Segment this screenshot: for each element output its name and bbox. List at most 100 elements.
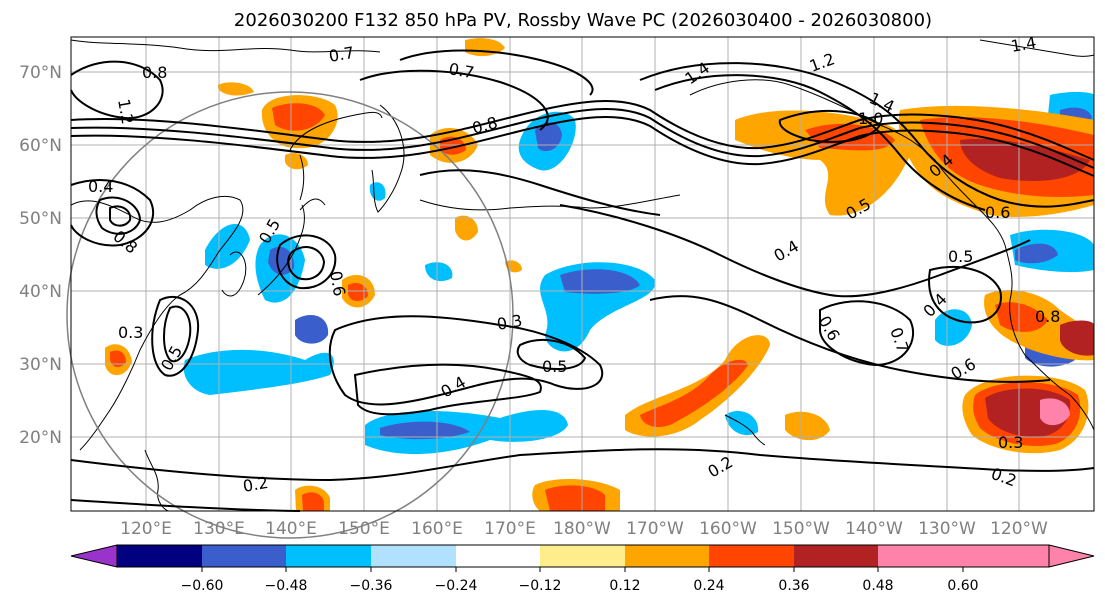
pv-contour — [151, 295, 200, 377]
contour-label: 0.8 — [1035, 307, 1060, 326]
pv-contour — [70, 99, 1095, 161]
colorbar-tick-label: −0.48 — [265, 578, 308, 594]
radius-circle — [66, 91, 514, 539]
colorbar-frame — [116, 544, 1050, 568]
positive-anomaly-region — [505, 260, 522, 273]
pv-contour — [819, 300, 915, 367]
pv-contour — [359, 69, 549, 131]
lon-label: 120°W — [990, 519, 1048, 539]
pv-contour — [70, 499, 301, 512]
contour-label: 0.3 — [118, 323, 143, 342]
positive-anomaly-region — [545, 485, 605, 511]
colorbar-extend-low — [70, 544, 118, 568]
pv-contour — [778, 110, 882, 143]
colorbar-tick-label: −0.60 — [181, 578, 224, 594]
shaded-anomalies — [183, 91, 1094, 455]
negative-anomaly-region — [380, 421, 470, 440]
pv-contour — [928, 266, 1002, 324]
coastline-kamchatka — [371, 104, 405, 213]
lon-label: 170°E — [484, 519, 536, 539]
positive-anomaly-region — [785, 411, 830, 441]
positive-anomaly-region — [995, 302, 1048, 332]
longitude-axis: 120°E 130°E 140°E 150°E 160°E 170°E 180°… — [120, 519, 1048, 539]
colorbar-tick-label: −0.36 — [350, 578, 393, 594]
contour-label: 0.6 — [985, 203, 1010, 222]
positive-anomaly-region — [805, 123, 895, 151]
contour-label: 1.4 — [1009, 33, 1037, 56]
colorbar-tick-label: 0.60 — [947, 578, 978, 594]
pv-contour — [399, 49, 594, 96]
coastline-arctic — [70, 39, 1095, 57]
contour-label: 0.5 — [948, 247, 973, 266]
positive-anomaly-region — [1060, 320, 1094, 356]
lon-label: 170°W — [626, 519, 684, 539]
pv-contour — [287, 246, 326, 281]
pv-contour — [70, 179, 155, 247]
colorbar-tick-label: −0.12 — [519, 578, 562, 594]
contour-label: 0.6 — [326, 269, 349, 297]
lon-label: 150°E — [338, 519, 390, 539]
contour-label: 0.8 — [142, 63, 167, 82]
lon-label: 160°E — [411, 519, 463, 539]
map-panel: 1.2 0.8 0.7 0.7 1.4 1.2 1.4 1.0 1.4 0.8 … — [66, 33, 1095, 539]
pv-contour — [419, 169, 661, 216]
lon-label: 180°W — [553, 519, 611, 539]
pv-contour — [276, 234, 337, 290]
pv-contour — [639, 62, 1095, 208]
negative-anomaly-region — [183, 349, 334, 395]
colorbar-extend-high — [963, 545, 1094, 567]
colorbar-arrow-outline — [1048, 544, 1095, 568]
pv-contours — [70, 49, 1095, 512]
pv-contour — [353, 363, 542, 416]
positive-anomaly-region — [110, 350, 126, 368]
pv-contour — [70, 448, 1095, 482]
lat-label: 30°N — [19, 355, 62, 375]
contour-label: 0.2 — [241, 473, 269, 496]
contour-label: 0.3 — [998, 433, 1023, 452]
contour-label: 1.0 — [858, 109, 883, 128]
pv-contour — [328, 315, 604, 406]
colorbar-tick-label: 0.36 — [778, 578, 809, 594]
colorbar-ticks — [201, 567, 964, 572]
contour-label: 1.2 — [114, 97, 137, 125]
contour-label: 0.7 — [327, 43, 355, 66]
coastline-hawaii — [724, 414, 766, 446]
negative-anomaly-region — [725, 411, 759, 436]
colorbar-segment — [878, 545, 963, 567]
lon-label: 130°W — [918, 519, 976, 539]
colorbar-segment — [371, 545, 456, 567]
pv-contour — [109, 205, 132, 227]
colorbar-tick-label: 0.48 — [862, 578, 893, 594]
lon-label: 120°E — [120, 519, 172, 539]
pv-contour — [163, 305, 192, 363]
contour-label: 0.5 — [542, 357, 567, 376]
positive-anomaly-region — [960, 138, 1090, 181]
lat-label: 70°N — [19, 63, 62, 83]
negative-anomaly-region — [205, 223, 250, 269]
coastline-north-america — [1004, 244, 1095, 431]
positive-anomaly-region — [1040, 398, 1070, 426]
lon-label: 140°E — [265, 519, 317, 539]
lat-label: 40°N — [19, 282, 62, 302]
colorbar-segment — [625, 545, 709, 567]
colorbar-segment — [202, 545, 286, 567]
colorbar-tick-label: 0.12 — [609, 578, 640, 594]
contour-label: 0.7 — [447, 59, 475, 82]
latitude-axis: 70°N 60°N 50°N 40°N 30°N 20°N — [19, 63, 62, 448]
pv-contour — [70, 107, 1095, 169]
positive-anomaly-region — [218, 82, 254, 96]
negative-anomaly-region — [1015, 243, 1058, 264]
lon-label: 160°W — [699, 519, 757, 539]
colorbar-segment — [117, 545, 202, 567]
positive-anomaly-region — [302, 492, 324, 511]
positive-anomaly-region — [272, 103, 325, 131]
lat-label: 20°N — [19, 428, 62, 448]
negative-anomaly-region — [425, 262, 453, 282]
lat-label: 60°N — [19, 136, 62, 156]
pv-contour — [70, 60, 164, 120]
coastline-sakhalin — [299, 154, 305, 201]
positive-anomaly-region — [640, 359, 748, 427]
colorbar-segment — [456, 545, 540, 567]
negative-anomaly-region — [560, 269, 640, 294]
